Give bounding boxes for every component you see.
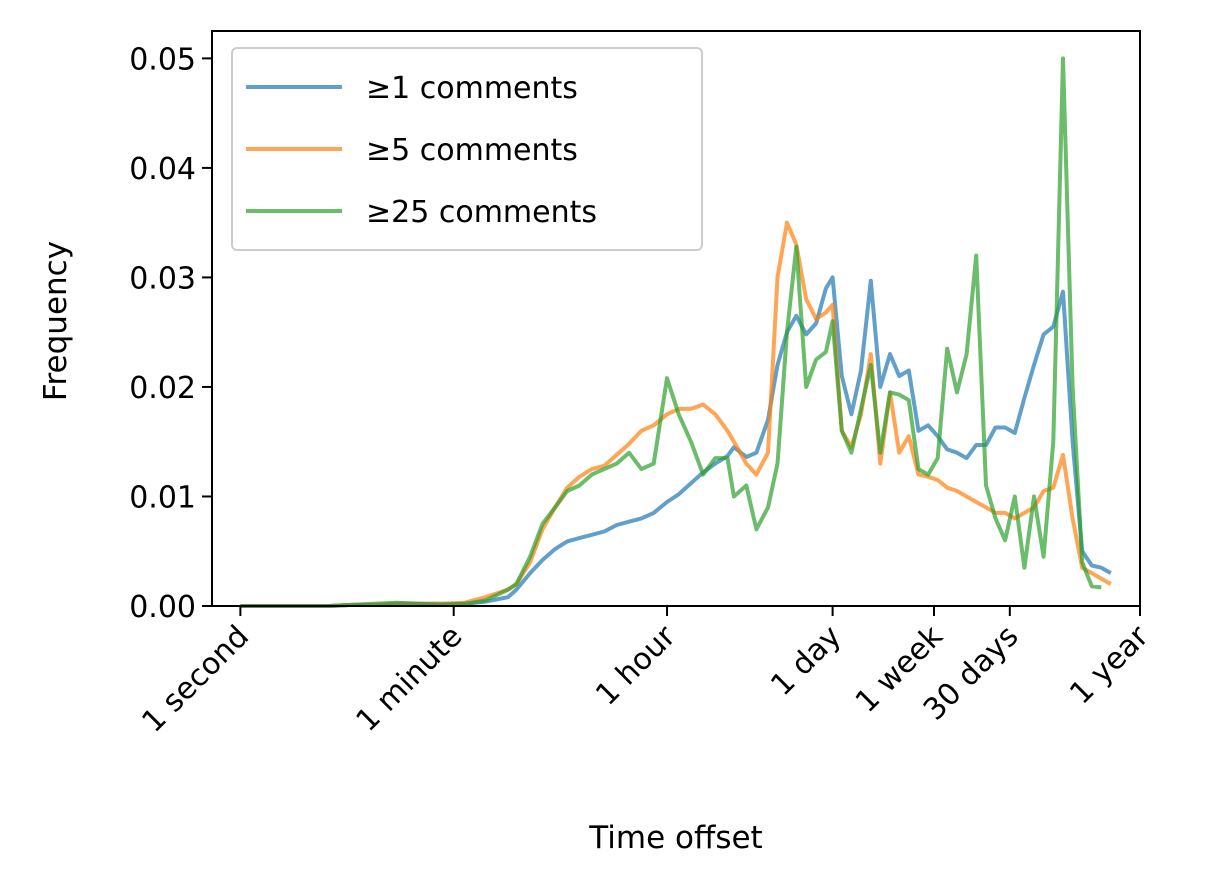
legend-label-2: ≥5 comments xyxy=(366,133,578,168)
y-tick-label: 0.02 xyxy=(129,371,196,406)
series-layer xyxy=(240,56,1112,608)
y-tick-label: 0.00 xyxy=(129,590,196,625)
legend: ≥1 comments ≥5 comments ≥25 comments xyxy=(231,47,703,251)
y-axis-title: Frequency xyxy=(38,241,74,401)
y-tick-label: 0.04 xyxy=(129,152,196,187)
y-tick-label: 0.03 xyxy=(129,261,196,296)
series-line-1 xyxy=(240,275,1112,608)
y-axis: 0.00 0.01 0.02 0.03 0.04 0.05 xyxy=(129,42,212,625)
series-line-3 xyxy=(240,56,1102,608)
legend-label-3: ≥25 comments xyxy=(366,195,597,230)
y-tick-label: 0.05 xyxy=(129,42,196,77)
legend-label-1: ≥1 comments xyxy=(366,71,578,106)
legend-box xyxy=(231,47,703,251)
x-axis-title: Time offset xyxy=(588,820,762,856)
y-tick-label: 0.01 xyxy=(129,480,196,515)
plot-frame xyxy=(211,30,1141,607)
